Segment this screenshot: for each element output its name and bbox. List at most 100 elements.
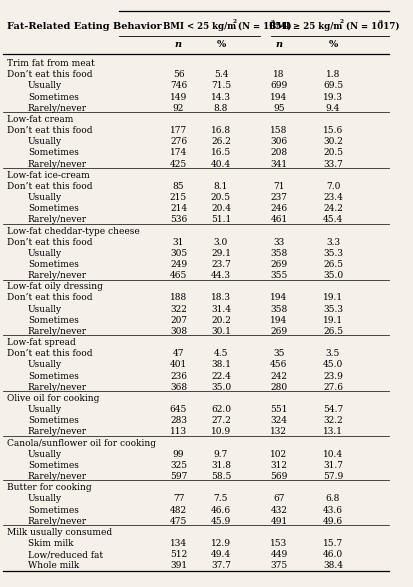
Text: 99: 99 xyxy=(173,450,184,458)
Text: 27.6: 27.6 xyxy=(323,383,343,392)
Text: 67: 67 xyxy=(273,494,285,504)
Text: 308: 308 xyxy=(170,327,187,336)
Text: 14.3: 14.3 xyxy=(211,93,231,102)
Text: 597: 597 xyxy=(170,472,187,481)
Text: 645: 645 xyxy=(170,405,187,414)
Text: Olive oil for cooking: Olive oil for cooking xyxy=(7,394,99,403)
Text: 269: 269 xyxy=(271,327,287,336)
Text: 13.1: 13.1 xyxy=(323,427,343,436)
Text: Rarely/never: Rarely/never xyxy=(28,517,87,526)
Text: Canola/sunflower oil for cooking: Canola/sunflower oil for cooking xyxy=(7,438,156,447)
Text: 1.8: 1.8 xyxy=(326,70,340,79)
Text: 95: 95 xyxy=(273,104,285,113)
Text: 20.5: 20.5 xyxy=(211,193,231,202)
Text: BMI ≥ 25 kg/m: BMI ≥ 25 kg/m xyxy=(269,22,343,31)
Text: Usually: Usually xyxy=(28,360,62,369)
Text: 69.5: 69.5 xyxy=(323,82,343,90)
Text: 57.9: 57.9 xyxy=(323,472,343,481)
Text: Milk usually consumed: Milk usually consumed xyxy=(7,528,112,537)
Text: 45.0: 45.0 xyxy=(323,360,343,369)
Text: 35.0: 35.0 xyxy=(323,271,343,280)
Text: Rarely/never: Rarely/never xyxy=(28,160,87,168)
Text: Rarely/never: Rarely/never xyxy=(28,383,87,392)
Text: BMI < 25 kg/m: BMI < 25 kg/m xyxy=(163,22,236,31)
Text: 475: 475 xyxy=(170,517,187,526)
Text: 113: 113 xyxy=(170,427,187,436)
Text: 38.4: 38.4 xyxy=(323,561,343,571)
Text: 4.5: 4.5 xyxy=(214,349,228,358)
Text: 23.9: 23.9 xyxy=(323,372,343,380)
Text: 49.6: 49.6 xyxy=(323,517,343,526)
Text: 341: 341 xyxy=(271,160,287,168)
Text: 46.0: 46.0 xyxy=(323,550,343,559)
Text: Rarely/never: Rarely/never xyxy=(28,104,87,113)
Text: 283: 283 xyxy=(170,416,187,425)
Text: 30.1: 30.1 xyxy=(211,327,231,336)
Text: 31.7: 31.7 xyxy=(323,461,343,470)
Text: 35.0: 35.0 xyxy=(211,383,231,392)
Text: (N = 1017): (N = 1017) xyxy=(343,22,402,31)
Text: Usually: Usually xyxy=(28,193,62,202)
Text: 16.5: 16.5 xyxy=(211,149,231,157)
Text: Rarely/never: Rarely/never xyxy=(28,427,87,436)
Text: 401: 401 xyxy=(170,360,187,369)
Text: 465: 465 xyxy=(170,271,187,280)
Text: 20.5: 20.5 xyxy=(323,149,343,157)
Text: 208: 208 xyxy=(271,149,287,157)
Text: 2: 2 xyxy=(340,19,344,24)
Text: Rarely/never: Rarely/never xyxy=(28,215,87,224)
Text: 325: 325 xyxy=(170,461,187,470)
Text: 746: 746 xyxy=(170,82,187,90)
Text: 194: 194 xyxy=(270,93,287,102)
Text: 699: 699 xyxy=(270,82,287,90)
Text: 26.2: 26.2 xyxy=(211,137,231,146)
Text: 2: 2 xyxy=(233,19,237,24)
Text: 47: 47 xyxy=(173,349,184,358)
Text: 215: 215 xyxy=(170,193,187,202)
Text: 18.3: 18.3 xyxy=(211,294,231,302)
Text: 23.4: 23.4 xyxy=(323,193,343,202)
Text: Low-fat ice-cream: Low-fat ice-cream xyxy=(7,171,89,180)
Text: 322: 322 xyxy=(170,305,187,313)
Text: 177: 177 xyxy=(170,126,187,135)
Text: Don’t eat this food: Don’t eat this food xyxy=(7,238,92,247)
Text: 3.0: 3.0 xyxy=(214,238,228,247)
Text: Don’t eat this food: Don’t eat this food xyxy=(7,126,92,135)
Text: 158: 158 xyxy=(270,126,287,135)
Text: 15.7: 15.7 xyxy=(323,539,343,548)
Text: Low-fat cheddar-type cheese: Low-fat cheddar-type cheese xyxy=(7,227,140,235)
Text: 188: 188 xyxy=(170,294,187,302)
Text: Sometimes: Sometimes xyxy=(28,372,79,380)
Text: 92: 92 xyxy=(173,104,184,113)
Text: 77: 77 xyxy=(173,494,184,504)
Text: 56: 56 xyxy=(173,70,184,79)
Text: 85: 85 xyxy=(173,182,184,191)
Text: Usually: Usually xyxy=(28,405,62,414)
Text: 3.5: 3.5 xyxy=(326,349,340,358)
Text: Usually: Usually xyxy=(28,137,62,146)
Text: 24.2: 24.2 xyxy=(323,204,343,213)
Text: Sometimes: Sometimes xyxy=(28,260,79,269)
Text: 569: 569 xyxy=(270,472,287,481)
Text: Usually: Usually xyxy=(28,305,62,313)
Text: 246: 246 xyxy=(271,204,287,213)
Text: 33: 33 xyxy=(273,238,285,247)
Text: Usually: Usually xyxy=(28,249,62,258)
Text: Whole milk: Whole milk xyxy=(28,561,79,571)
Text: 368: 368 xyxy=(170,383,187,392)
Text: 46.6: 46.6 xyxy=(211,505,231,515)
Text: 134: 134 xyxy=(170,539,187,548)
Text: Skim milk: Skim milk xyxy=(28,539,74,548)
Text: 10.4: 10.4 xyxy=(323,450,343,458)
Text: Sometimes: Sometimes xyxy=(28,316,79,325)
Text: 482: 482 xyxy=(170,505,187,515)
Text: 19.1: 19.1 xyxy=(323,294,343,302)
Text: Trim fat from meat: Trim fat from meat xyxy=(7,59,95,68)
Text: 174: 174 xyxy=(170,149,187,157)
Text: 551: 551 xyxy=(270,405,288,414)
Text: 249: 249 xyxy=(170,260,187,269)
Text: 214: 214 xyxy=(170,204,187,213)
Text: 132: 132 xyxy=(271,427,287,436)
Text: n: n xyxy=(175,40,182,49)
Text: 512: 512 xyxy=(170,550,187,559)
